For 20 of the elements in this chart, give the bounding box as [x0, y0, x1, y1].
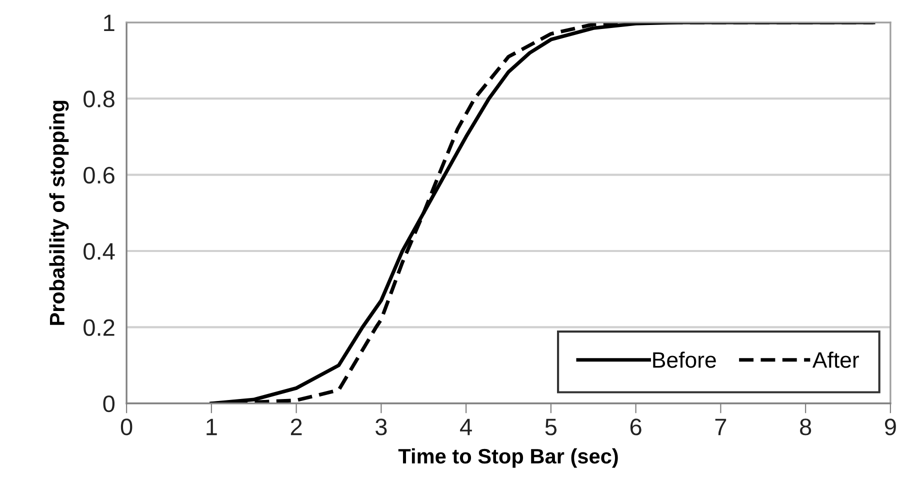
- y-tick-label: 0: [103, 395, 115, 412]
- x-tick-label: 2: [290, 418, 302, 436]
- y-tick-label: 0.6: [84, 166, 114, 184]
- x-axis-title: Time to Stop Bar (sec): [398, 448, 618, 468]
- x-tick-label: 8: [800, 418, 812, 436]
- y-tick-label: 1: [104, 14, 114, 31]
- y-tick-label: 0.2: [84, 319, 114, 336]
- x-tick-label: 3: [376, 418, 387, 436]
- x-tick-label: 0: [120, 418, 132, 436]
- x-tick-label: 6: [630, 418, 642, 436]
- legend-label: Before: [653, 352, 716, 368]
- y-axis-title: Probability of stopping: [49, 100, 69, 325]
- x-tick-label: 4: [460, 418, 472, 436]
- y-tick-label: 0.8: [84, 90, 114, 108]
- x-tick-label: 7: [715, 418, 726, 436]
- x-tick-label: 5: [545, 418, 557, 436]
- legend-label: After: [812, 352, 859, 368]
- y-tick-label: 0.4: [84, 243, 115, 260]
- x-tick-label: 9: [884, 418, 896, 436]
- x-tick-label: 1: [206, 418, 217, 436]
